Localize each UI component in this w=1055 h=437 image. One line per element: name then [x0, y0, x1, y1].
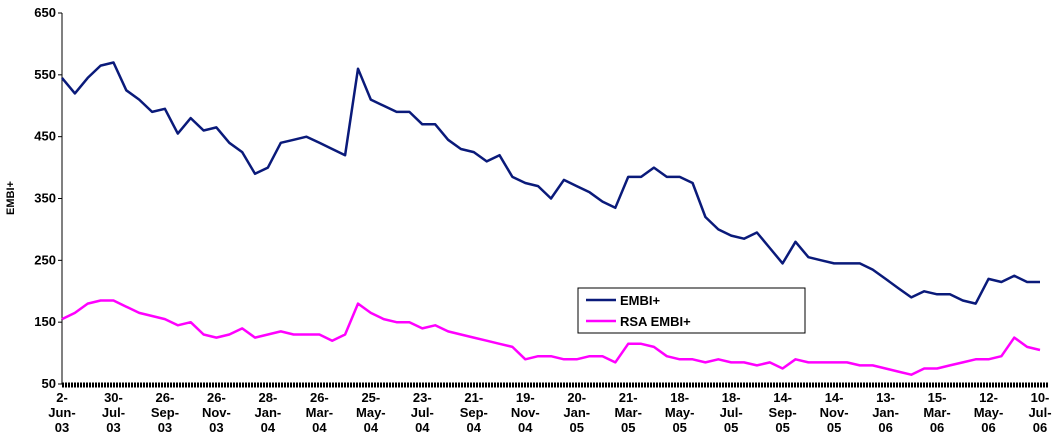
y-tick-label: 450 — [34, 129, 56, 144]
x-tick-label: 14-Sep-05 — [769, 390, 797, 435]
x-tick-label: 28-Jan-04 — [255, 390, 282, 435]
x-tick-label: 30-Jul-03 — [102, 390, 125, 435]
y-tick-label: 150 — [34, 314, 56, 329]
x-tick-label: 13-Jan-06 — [872, 390, 899, 435]
legend-box — [577, 287, 806, 334]
x-tick-label: 26-Nov-03 — [202, 390, 231, 435]
y-tick-label: 350 — [34, 191, 56, 206]
y-tick-label: 650 — [34, 5, 56, 20]
x-tick-label: 21-Mar-05 — [614, 390, 641, 435]
y-tick-label: 50 — [42, 376, 56, 391]
x-tick-label: 21-Sep-04 — [460, 390, 488, 435]
legend-label: RSA EMBI+ — [620, 314, 691, 329]
x-tick-label: 12-May-06 — [974, 390, 1004, 435]
x-tick-label: 18-May-05 — [665, 390, 695, 435]
x-tick-label: 26-Mar-04 — [306, 390, 333, 435]
x-tick-label: 25-May-04 — [356, 390, 386, 435]
x-tick-label: 23-Jul-04 — [411, 390, 434, 435]
x-tick-label: 14-Nov-05 — [820, 390, 849, 435]
legend-label: EMBI+ — [620, 293, 661, 308]
x-tick-label: 15-Mar-06 — [923, 390, 950, 435]
x-tick-label: 10-Jul-06 — [1028, 390, 1051, 435]
x-tick-label: 20-Jan-05 — [563, 390, 590, 435]
x-tick-label: 19-Nov-04 — [511, 390, 540, 435]
x-tick-label: 26-Sep-03 — [151, 390, 179, 435]
y-tick-label: 250 — [34, 252, 56, 267]
y-tick-label: 550 — [34, 67, 56, 82]
y-axis-label: EMBI+ — [5, 181, 17, 215]
x-tick-label: 2-Jun-03 — [48, 390, 75, 435]
series-line — [61, 299, 1041, 376]
x-tick-label: 18-Jul-05 — [720, 390, 743, 435]
series-line — [61, 61, 1040, 305]
